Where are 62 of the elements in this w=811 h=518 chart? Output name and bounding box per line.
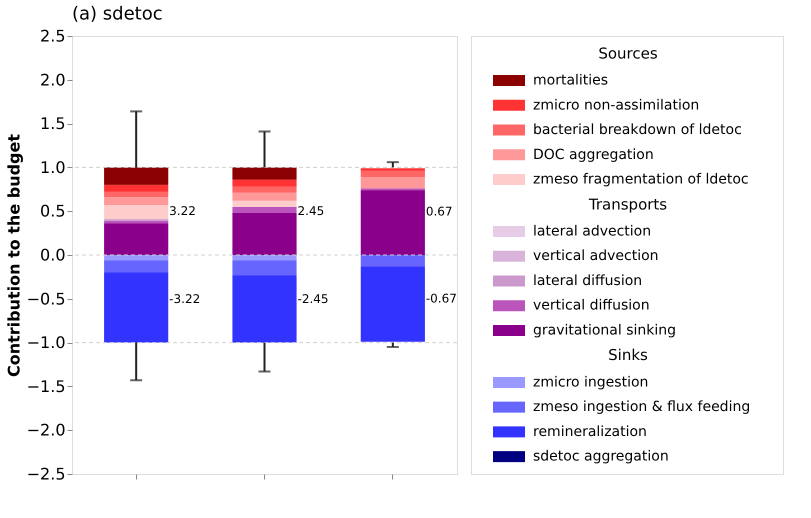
bar xyxy=(360,266,425,342)
legend-label: lateral diffusion xyxy=(533,272,642,289)
legend-label: lateral advection xyxy=(533,223,652,240)
y-tick-label: −1.5 xyxy=(26,376,66,396)
annotation: -3.22 xyxy=(169,292,200,306)
legend-label: mortalities xyxy=(533,72,608,89)
bar xyxy=(360,255,425,266)
bar xyxy=(232,186,297,193)
annotation: 3.22 xyxy=(169,204,196,218)
y-axis-title: Contribution to the budget xyxy=(4,134,24,377)
bar xyxy=(232,180,297,187)
bar xyxy=(360,177,425,188)
bar xyxy=(232,206,297,213)
y-tick-label: −0.5 xyxy=(26,289,66,308)
legend-label: zmicro ingestion xyxy=(533,374,648,390)
bar xyxy=(104,167,168,185)
bar xyxy=(104,220,168,224)
legend-label: zmicro non-assimilation xyxy=(533,97,700,114)
annotation: -2.45 xyxy=(298,292,329,306)
bar xyxy=(232,167,297,180)
bar xyxy=(104,255,168,260)
legend-label: vertical advection xyxy=(533,248,659,264)
bar xyxy=(104,272,168,343)
legend-label: gravitational sinking xyxy=(533,322,676,338)
legend-label: vertical diffusion xyxy=(533,298,650,314)
bar xyxy=(104,223,168,255)
text: Sources xyxy=(598,44,658,62)
y-tick-label: 1.5 xyxy=(40,114,66,134)
y-tick-label: 0.5 xyxy=(40,202,66,221)
text: Transports xyxy=(588,195,668,214)
bar xyxy=(232,275,297,343)
legend-label: zmeso ingestion & flux feeding xyxy=(533,399,750,416)
y-tick-label: 2.5 xyxy=(40,26,66,46)
y-tick-label: 2.0 xyxy=(40,70,66,90)
bar xyxy=(360,168,425,171)
bar xyxy=(360,190,425,255)
bar xyxy=(104,192,168,198)
chart-title: (a) sdetoc xyxy=(72,4,163,24)
legend-label: DOC aggregation xyxy=(533,146,654,163)
text: Sinks xyxy=(608,346,648,364)
annotation: 0.67 xyxy=(426,204,453,219)
annotation: 2.45 xyxy=(298,204,324,218)
legend-label: zmeso fragmentation of ldetoc xyxy=(533,172,749,188)
y-tick-label: −2.5 xyxy=(26,464,66,484)
y-tick-label: −1.0 xyxy=(26,333,66,352)
annotation: -0.67 xyxy=(426,291,457,306)
bar xyxy=(104,184,168,192)
legend-label: remineralization xyxy=(533,424,647,440)
bar xyxy=(104,205,168,220)
y-tick-label: 1.0 xyxy=(40,158,66,177)
bar xyxy=(232,212,297,255)
bar xyxy=(232,192,297,201)
bar xyxy=(104,260,168,273)
bar xyxy=(104,197,168,206)
bar xyxy=(232,200,297,207)
bar xyxy=(232,260,297,276)
y-tick-label: −2.0 xyxy=(26,420,66,440)
y-tick-label: 0.0 xyxy=(40,246,66,264)
bar xyxy=(360,170,425,178)
legend-label: sdetoc aggregation xyxy=(533,448,669,465)
bar xyxy=(232,255,297,260)
legend-label: bacterial breakdown of ldetoc xyxy=(533,122,742,138)
